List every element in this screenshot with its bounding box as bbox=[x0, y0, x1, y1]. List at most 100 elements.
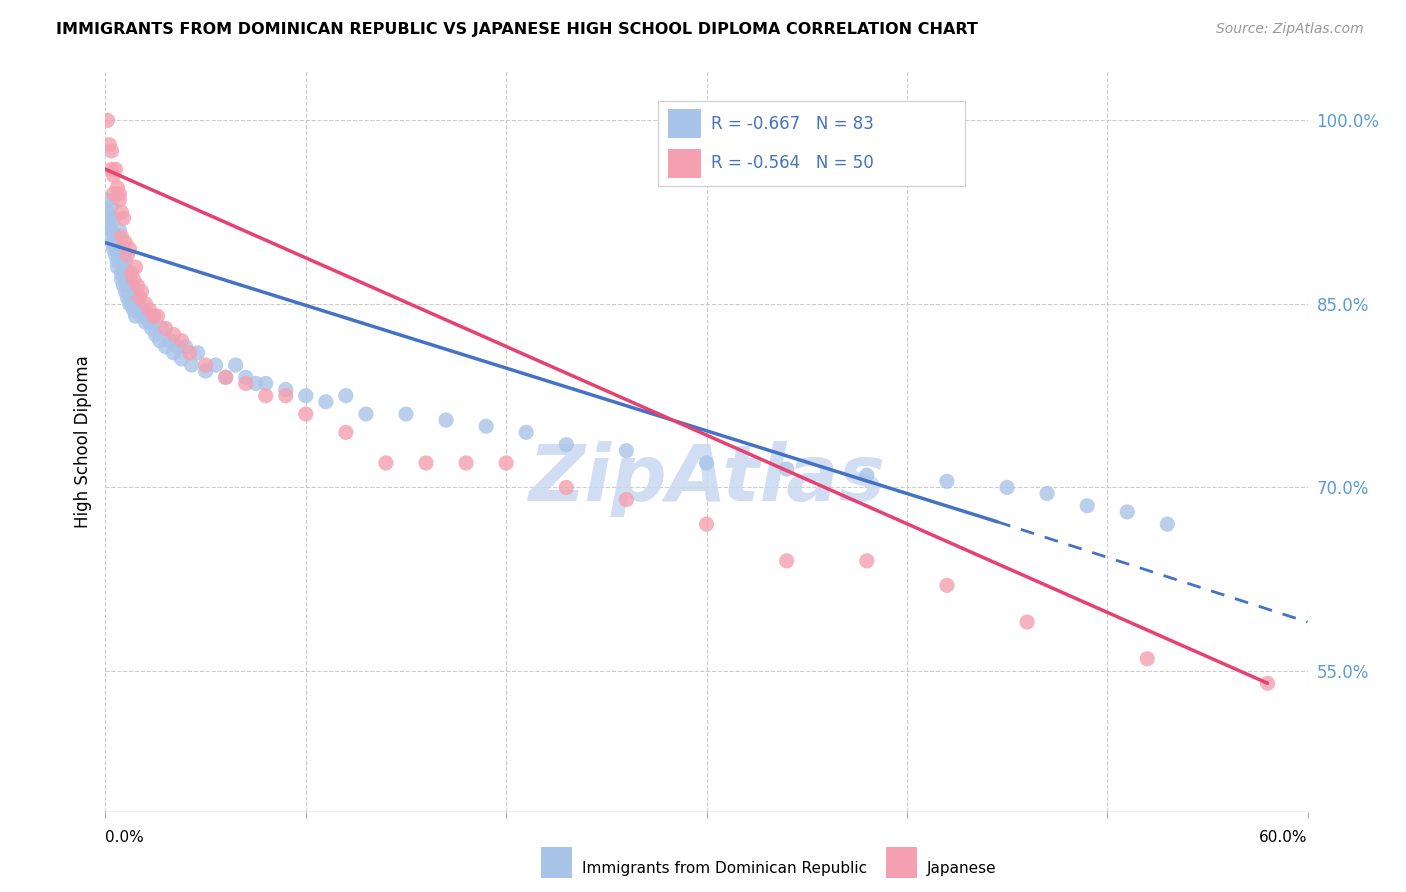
Point bbox=[124, 309, 146, 323]
Point bbox=[616, 443, 638, 458]
Point bbox=[315, 394, 337, 409]
Point bbox=[103, 211, 125, 226]
Point bbox=[776, 554, 799, 568]
Point bbox=[98, 217, 121, 231]
Point bbox=[159, 334, 181, 348]
Point bbox=[776, 462, 799, 476]
Point bbox=[1257, 676, 1279, 690]
Point bbox=[107, 254, 129, 268]
Point bbox=[855, 554, 877, 568]
Point bbox=[166, 340, 188, 354]
Point bbox=[170, 351, 193, 366]
Point bbox=[1076, 499, 1098, 513]
Point bbox=[98, 211, 121, 226]
Point bbox=[121, 297, 143, 311]
Point bbox=[114, 272, 136, 286]
Point bbox=[117, 266, 139, 280]
Point bbox=[936, 475, 959, 489]
Point bbox=[150, 321, 173, 335]
Point bbox=[103, 235, 125, 250]
Point bbox=[162, 327, 184, 342]
Point bbox=[395, 407, 418, 421]
Point bbox=[146, 309, 169, 323]
Point bbox=[1036, 486, 1059, 500]
Point bbox=[225, 358, 247, 372]
Point bbox=[127, 303, 149, 318]
Point bbox=[128, 291, 150, 305]
Point bbox=[100, 144, 122, 158]
Text: R = -0.564   N = 50: R = -0.564 N = 50 bbox=[710, 154, 873, 172]
Point bbox=[138, 315, 160, 329]
Point bbox=[118, 297, 141, 311]
Point bbox=[117, 248, 139, 262]
Point bbox=[214, 370, 236, 384]
Point bbox=[131, 309, 153, 323]
Point bbox=[117, 291, 139, 305]
Point bbox=[124, 291, 146, 305]
Point bbox=[104, 248, 127, 262]
Point bbox=[434, 413, 457, 427]
Point bbox=[235, 376, 257, 391]
Point bbox=[108, 223, 131, 237]
Point bbox=[110, 254, 132, 268]
Point bbox=[108, 248, 131, 262]
Point bbox=[104, 242, 127, 256]
Point bbox=[1017, 615, 1039, 629]
Point bbox=[245, 376, 267, 391]
Point bbox=[204, 358, 226, 372]
Point bbox=[100, 229, 122, 244]
Point bbox=[118, 278, 141, 293]
Point bbox=[103, 186, 125, 201]
Point bbox=[295, 389, 318, 403]
Point bbox=[174, 340, 197, 354]
Point bbox=[100, 162, 122, 177]
Y-axis label: High School Diploma: High School Diploma bbox=[73, 355, 91, 528]
Point bbox=[616, 492, 638, 507]
Point bbox=[121, 278, 143, 293]
Point bbox=[145, 327, 167, 342]
Point bbox=[335, 389, 357, 403]
Point bbox=[107, 180, 129, 194]
Point bbox=[696, 517, 718, 532]
Text: 60.0%: 60.0% bbox=[1260, 830, 1308, 845]
Point bbox=[475, 419, 498, 434]
Point bbox=[295, 407, 318, 421]
Point bbox=[127, 278, 149, 293]
Point bbox=[254, 376, 277, 391]
Point bbox=[100, 223, 122, 237]
Point bbox=[141, 321, 163, 335]
Point bbox=[1156, 517, 1178, 532]
Point bbox=[96, 193, 118, 207]
Point bbox=[108, 193, 131, 207]
Point bbox=[104, 162, 127, 177]
Point bbox=[112, 278, 135, 293]
Point bbox=[155, 321, 177, 335]
Point bbox=[118, 242, 141, 256]
Point bbox=[274, 389, 297, 403]
Point bbox=[254, 389, 277, 403]
Point bbox=[103, 242, 125, 256]
Point bbox=[96, 113, 118, 128]
Bar bbox=[668, 110, 702, 138]
Point bbox=[138, 303, 160, 318]
Point bbox=[122, 272, 145, 286]
Point bbox=[128, 291, 150, 305]
Point bbox=[135, 315, 157, 329]
Text: IMMIGRANTS FROM DOMINICAN REPUBLIC VS JAPANESE HIGH SCHOOL DIPLOMA CORRELATION C: IMMIGRANTS FROM DOMINICAN REPUBLIC VS JA… bbox=[56, 22, 979, 37]
Point bbox=[354, 407, 377, 421]
Point bbox=[135, 297, 157, 311]
Point bbox=[515, 425, 537, 440]
Point bbox=[110, 229, 132, 244]
Point bbox=[335, 425, 357, 440]
Point bbox=[114, 285, 136, 299]
Text: R = -0.667   N = 83: R = -0.667 N = 83 bbox=[710, 115, 873, 133]
Point bbox=[1116, 505, 1139, 519]
Point bbox=[374, 456, 398, 470]
Point bbox=[454, 456, 477, 470]
Point bbox=[170, 334, 193, 348]
Point bbox=[187, 346, 209, 360]
Point bbox=[995, 480, 1018, 494]
Point bbox=[142, 309, 165, 323]
Point bbox=[855, 468, 877, 483]
Point bbox=[114, 254, 136, 268]
